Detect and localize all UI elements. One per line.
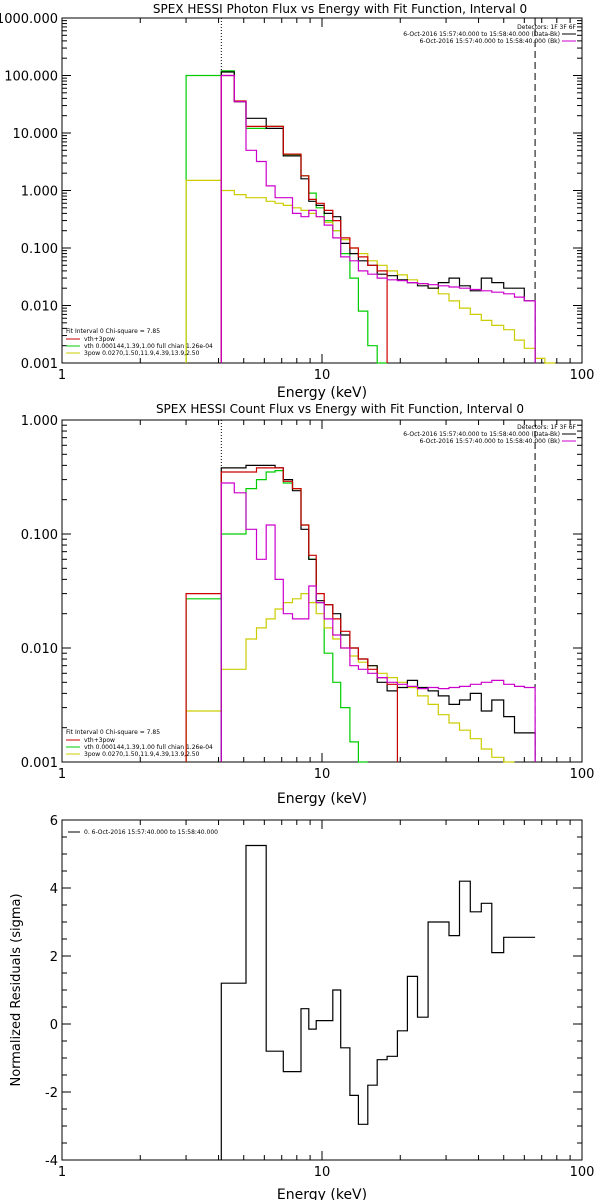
legend-fit-header: Fit Interval 0 Chi-square = 7.85 [66, 729, 160, 736]
x-axis-label: Energy (keV) [277, 791, 367, 807]
legend-entry-data: 6-Oct-2016 15:57:40.000 to 15:58:40.000 … [403, 31, 560, 38]
x-axis-label: Energy (keV) [277, 385, 367, 401]
y-tick-label: 100.000 [4, 70, 58, 85]
x-tick-label: 10 [314, 368, 331, 383]
legend-fit-3pow: 3pow 0.0270,1.50,11.9,4.39,13.9,2.50 [84, 350, 200, 357]
y-tick-label: 0.100 [21, 528, 58, 543]
series-line [185, 70, 388, 364]
series-line [220, 74, 536, 363]
legend-header: Detectors: 1F 3F 6F [517, 24, 576, 31]
legend-entry-bk: 6-Oct-2016 15:57:40.000 to 15:58:40.000 … [420, 438, 561, 445]
residuals-chart: 1 10 100 6 4 2 0 -2 -4 0. 6-Oct-2016 15:57:40.00… [9, 814, 594, 1200]
x-tick-label: 100 [570, 368, 595, 383]
count-flux-chart: SPEX HESSI Count Flux vs Energy with Fit… [21, 402, 595, 807]
legend-header: Detectors: 1F 3F 6F [517, 424, 576, 431]
chart-title: SPEX HESSI Count Flux vs Energy with Fit… [156, 402, 524, 416]
series-group [185, 70, 556, 364]
legend-interval: 0. 6-Oct-2016 15:57:40.000 to 15:58:40.0… [68, 829, 218, 836]
y-tick-label: 0.001 [21, 357, 58, 372]
x-tick-label: 1 [58, 1165, 66, 1180]
y-tick-label: -4 [45, 1154, 58, 1169]
axis-ticks: 1 10 100 1000.000 100.000 10.000 1.000 0.100 0.0… [0, 12, 594, 383]
y-tick-label: 10.000 [13, 127, 59, 142]
series-line [220, 844, 536, 1160]
series-line [220, 464, 536, 762]
photon-flux-chart: SPEX HESSI Photon Flux vs Energy with Fi… [0, 2, 594, 401]
legend-detectors: Detectors: 1F 3F 6F 6-Oct-2016 15:57:40.… [403, 424, 576, 445]
legend-entry-data: 6-Oct-2016 15:57:40.000 to 15:58:40.000 … [403, 431, 560, 438]
series-line [220, 71, 536, 363]
legend-fit-header: Fit Interval 0 Chi-square = 7.85 [66, 328, 160, 335]
y-tick-label: 2 [50, 950, 58, 965]
y-tick-label: 0.010 [21, 642, 58, 657]
series-line [220, 482, 536, 762]
series-line [220, 74, 388, 363]
y-tick-label: 1000.000 [0, 12, 58, 27]
x-tick-label: 1 [58, 368, 66, 383]
chart-title: SPEX HESSI Photon Flux vs Energy with Fi… [153, 2, 527, 16]
plot-frame [61, 819, 583, 1161]
legend-fit: Fit Interval 0 Chi-square = 7.85 vth+3po… [66, 328, 213, 357]
y-tick-label: -2 [45, 1086, 58, 1101]
legend-fit: Fit Interval 0 Chi-square = 7.85 vth+3po… [66, 729, 213, 758]
y-tick-label: 0.001 [21, 756, 58, 771]
legend-detectors: Detectors: 1F 3F 6F 6-Oct-2016 15:57:40.… [403, 24, 576, 45]
x-axis-label: Energy (keV) [277, 1187, 367, 1200]
y-tick-label: 0 [50, 1018, 58, 1033]
x-tick-label: 10 [314, 767, 331, 782]
legend-fit-total: vth+3pow [84, 737, 115, 744]
y-tick-label: 1.000 [21, 414, 58, 429]
x-tick-label: 10 [314, 1165, 331, 1180]
series-line [185, 179, 556, 364]
y-tick-label: 0.010 [21, 300, 58, 315]
range-markers [220, 18, 536, 363]
x-tick-label: 1 [58, 767, 66, 782]
series-group [185, 464, 536, 763]
legend-interval-entry: 0. 6-Oct-2016 15:57:40.000 to 15:58:40.0… [84, 829, 218, 836]
y-tick-label: 4 [50, 882, 58, 897]
legend-fit-total: vth+3pow [84, 336, 115, 343]
legend-fit-vth: vth 0.000144,1.39,1.00 full chian 1.26e-… [84, 343, 213, 350]
legend-fit-3pow: 3pow 0.0270,1.50,11.9,4.39,13.9,2.50 [84, 751, 200, 758]
series-line [185, 467, 398, 762]
plot-frame [61, 17, 583, 364]
axis-ticks: 1 10 100 1.000 0.100 0.010 0.001 [21, 414, 595, 782]
y-tick-label: 0.100 [21, 242, 58, 257]
y-axis-label: Normalized Residuals (sigma) [9, 893, 24, 1086]
y-tick-label: 1.000 [21, 185, 58, 200]
axis-ticks: 1 10 100 6 4 2 0 -2 -4 [45, 814, 594, 1180]
legend-fit-vth: vth 0.000144,1.39,1.00 full chian 1.26e-… [84, 744, 213, 751]
x-tick-label: 100 [570, 767, 595, 782]
series-group [220, 844, 536, 1160]
legend-entry-bk: 6-Oct-2016 15:57:40.000 to 15:58:40.000 … [420, 38, 561, 45]
y-tick-label: 6 [50, 814, 58, 829]
x-tick-label: 100 [570, 1165, 595, 1180]
